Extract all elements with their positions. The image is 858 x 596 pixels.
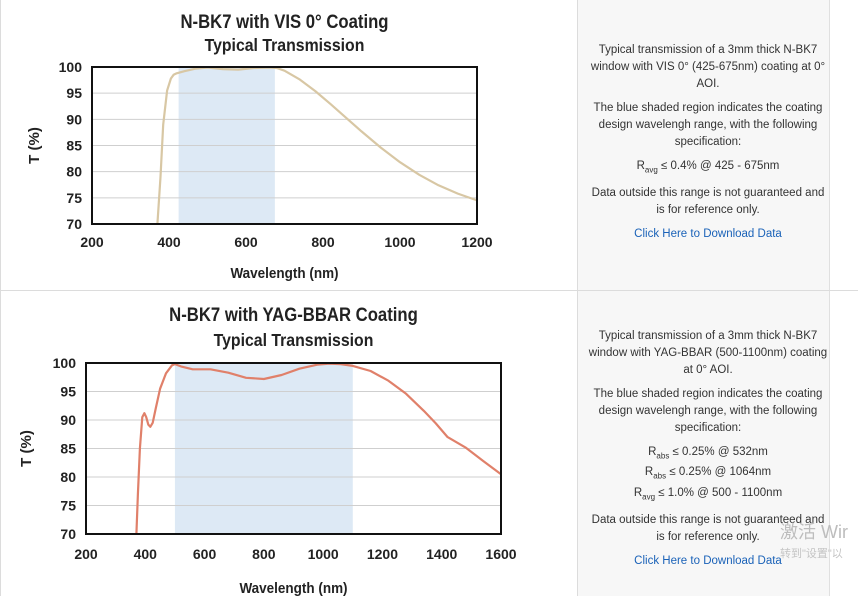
x-tick-label: 1200 xyxy=(367,546,398,562)
y-tick-label: 100 xyxy=(53,355,77,371)
spec-line: Rabs ≤ 0.25% @ 1064nm xyxy=(644,466,772,481)
x-tick-label: 1600 xyxy=(485,546,516,562)
chart-yag-bbar-coating: N-BK7 with YAG-BBAR Coating Typical Trans… xyxy=(18,304,517,596)
y-tick-label: 70 xyxy=(66,216,82,232)
info-description: Typical transmission of a 3mm thick N-BK… xyxy=(590,44,826,90)
x-tick-label: 600 xyxy=(234,234,258,250)
download-data-link[interactable]: Click Here to Download Data xyxy=(634,554,782,567)
chart-cell-2: N-BK7 with YAG-BBAR Coating Typical Trans… xyxy=(0,291,578,596)
y-tick-label: 85 xyxy=(66,138,82,154)
x-tick-label: 1200 xyxy=(461,234,492,250)
x-tick-label: 200 xyxy=(74,546,98,562)
x-tick-label: 1400 xyxy=(426,546,457,562)
chart-subtitle: Typical Transmission xyxy=(214,330,374,350)
spec-line: Ravg ≤ 1.0% @ 500 - 1100nm xyxy=(633,486,783,501)
info-panel-2: Typical transmission of a 3mm thick N-BK… xyxy=(578,291,830,596)
spec-line: Ravg ≤ 0.4% @ 425 - 675nm xyxy=(636,160,780,175)
chart-title: N-BK7 with VIS 0° Coating xyxy=(180,11,388,32)
plot-frame xyxy=(91,66,478,225)
info-description: Typical transmission of a 3mm thick N-BK… xyxy=(588,330,828,376)
info-shade-note: The blue shaded region indicates the coa… xyxy=(593,102,823,148)
x-tick-label: 1000 xyxy=(308,546,339,562)
x-tick-label: 1000 xyxy=(384,234,415,250)
chart-vis-coating: N-BK7 with VIS 0° Coating Typical Transmi… xyxy=(26,11,493,282)
info-text-1: Typical transmission of a 3mm thick N-BK… xyxy=(588,42,828,250)
os-watermark-line1: 激活 Wir xyxy=(780,522,848,542)
y-tick-label: 90 xyxy=(66,111,82,127)
y-tick-label: 85 xyxy=(60,441,76,457)
info-text-2: Typical transmission of a 3mm thick N-BK… xyxy=(588,328,828,577)
plot-frame xyxy=(85,362,502,535)
y-axis-label: T (%) xyxy=(26,127,43,164)
os-watermark-line2: 转到"设置"以 xyxy=(780,548,843,560)
y-tick-label: 80 xyxy=(66,164,82,180)
x-axis-label: Wavelength (nm) xyxy=(239,580,347,596)
info-disclaimer: Data outside this range is not guarantee… xyxy=(591,187,825,217)
download-data-link[interactable]: Click Here to Download Data xyxy=(634,228,782,241)
chart-subtitle: Typical Transmission xyxy=(205,35,365,55)
y-tick-label: 90 xyxy=(60,412,76,428)
y-tick-label: 75 xyxy=(60,498,76,514)
x-tick-label: 400 xyxy=(157,234,181,250)
x-tick-label: 600 xyxy=(193,546,217,562)
chart-row-1: N-BK7 with VIS 0° Coating Typical Transmi… xyxy=(0,0,858,290)
x-tick-label: 200 xyxy=(80,234,104,250)
info-shade-note: The blue shaded region indicates the coa… xyxy=(593,388,823,434)
info-disclaimer: Data outside this range is not guarantee… xyxy=(591,513,825,543)
y-tick-label: 100 xyxy=(59,59,83,75)
y-axis-label: T (%) xyxy=(18,430,35,467)
y-tick-label: 70 xyxy=(60,526,76,542)
y-tick-label: 75 xyxy=(66,190,82,206)
x-tick-label: 800 xyxy=(252,546,276,562)
chart-cell-1: N-BK7 with VIS 0° Coating Typical Transmi… xyxy=(0,0,578,290)
chart-row-2: N-BK7 with YAG-BBAR Coating Typical Trans… xyxy=(0,290,858,596)
info-panel-1: Typical transmission of a 3mm thick N-BK… xyxy=(578,0,830,290)
chart-title: N-BK7 with YAG-BBAR Coating xyxy=(169,304,418,325)
x-tick-label: 800 xyxy=(311,234,335,250)
x-tick-label: 400 xyxy=(134,546,158,562)
series-line-transmission xyxy=(135,362,501,534)
y-tick-label: 95 xyxy=(66,85,82,101)
y-tick-label: 80 xyxy=(60,469,76,485)
y-tick-label: 95 xyxy=(60,384,76,400)
x-axis-label: Wavelength (nm) xyxy=(230,265,338,282)
spec-line: Rabs ≤ 0.25% @ 532nm xyxy=(648,446,768,461)
